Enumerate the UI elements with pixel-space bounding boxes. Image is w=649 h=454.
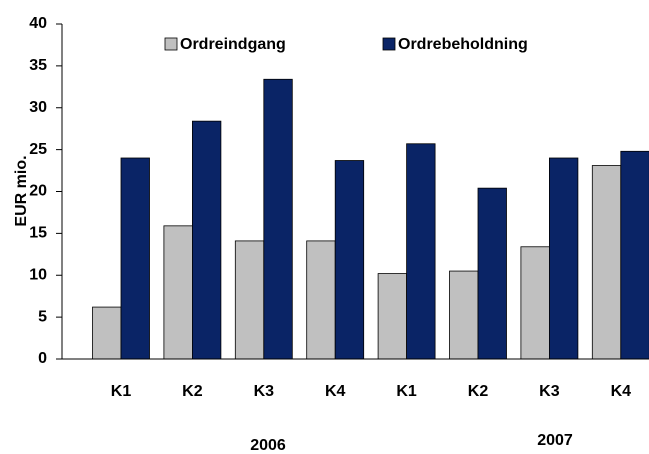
legend-swatch [382, 37, 396, 51]
bar [406, 143, 436, 360]
bar [120, 157, 150, 360]
bar [477, 187, 507, 360]
x-tick-label: K3 [539, 383, 560, 400]
bar [191, 120, 222, 360]
y-axis-label: EUR mio. [13, 155, 30, 226]
x-tick-label: K4 [325, 383, 346, 400]
legend-label: Ordrebeholdning [398, 36, 528, 53]
y-tick-label: 35 [29, 57, 47, 74]
legend-swatch [164, 37, 178, 51]
x-tick-label: K2 [468, 383, 489, 400]
bar [234, 240, 265, 360]
x-tick-label: K1 [396, 383, 417, 400]
x-tick-label: K2 [182, 383, 203, 400]
legend-label: Ordreindgang [180, 36, 286, 53]
bar [591, 165, 622, 360]
y-tick-label: 20 [29, 183, 47, 200]
bar [263, 78, 293, 360]
y-tick-label: 40 [29, 15, 47, 32]
bar [520, 246, 550, 360]
bar [377, 273, 408, 360]
group-label: 2006 [250, 437, 286, 454]
x-tick-label: K4 [611, 383, 632, 400]
group-label: 2007 [537, 432, 573, 449]
bar [449, 270, 479, 360]
bar [92, 306, 122, 360]
y-tick-label: 5 [38, 308, 47, 325]
bar [306, 240, 336, 360]
y-tick-label: 10 [29, 266, 47, 283]
bar [549, 157, 579, 360]
bar [334, 160, 365, 360]
y-tick-label: 0 [38, 350, 47, 367]
bar [620, 150, 649, 360]
x-tick-label: K1 [111, 383, 132, 400]
y-tick-label: 30 [29, 99, 47, 116]
x-tick-label: K3 [254, 383, 275, 400]
y-tick-label: 15 [29, 225, 47, 242]
bar [163, 225, 193, 360]
y-tick-label: 25 [29, 141, 47, 158]
